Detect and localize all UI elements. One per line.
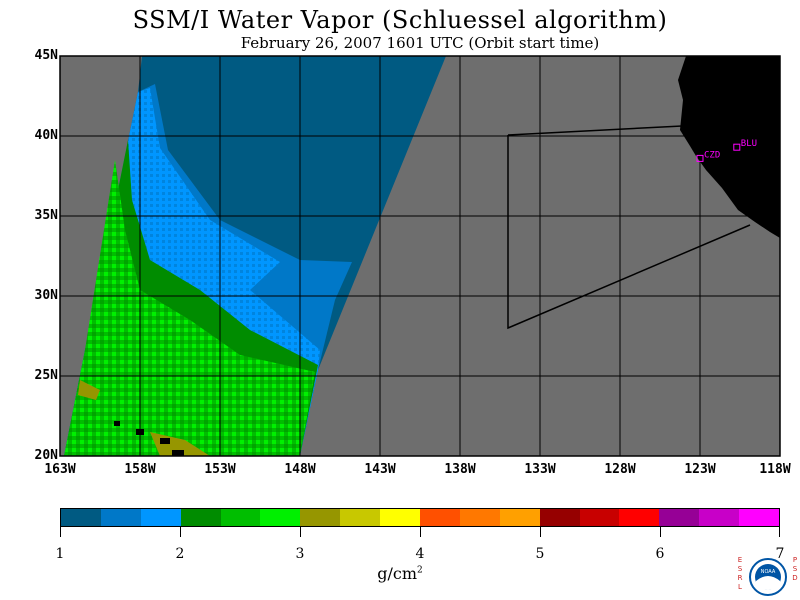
lon-label: 158W xyxy=(124,462,156,477)
island-maui xyxy=(160,438,170,444)
colorbar-tick-label: 1 xyxy=(55,546,65,562)
colorbar-tick-label: 3 xyxy=(295,546,305,562)
colorbar-unit: g/cm2 xyxy=(0,564,800,583)
lon-label: 163W xyxy=(44,462,76,477)
logo-center-text: NOAA xyxy=(761,569,776,575)
land-north-america xyxy=(678,56,780,238)
unit-text: g/cm xyxy=(377,564,418,583)
track-line xyxy=(507,135,751,330)
lat-label: 30N xyxy=(34,288,58,303)
island-hawaii xyxy=(172,450,184,456)
lat-label: 20N xyxy=(34,448,58,463)
colorbar-swatch xyxy=(539,509,580,526)
colorbar-tick xyxy=(420,527,421,537)
station-marker-czd xyxy=(696,154,704,162)
colorbar-tick xyxy=(660,527,661,537)
logo-letter: P xyxy=(793,556,797,564)
logo-psd-text: PSD xyxy=(792,556,797,582)
track-line-north xyxy=(507,125,683,136)
logo-letter: S xyxy=(793,565,798,573)
logo-letter: R xyxy=(738,574,743,582)
colorbar-swatch xyxy=(260,509,301,526)
colorbar-swatch xyxy=(420,509,460,526)
station-label-czd: CZD xyxy=(704,150,720,160)
logo-letter: L xyxy=(738,583,742,591)
colorbar-tick-label: 7 xyxy=(775,546,785,562)
colorbar-swatch xyxy=(579,509,620,526)
colorbar xyxy=(60,508,780,527)
map-frame xyxy=(59,55,781,457)
colorbar-swatch xyxy=(659,509,700,526)
lat-label: 40N xyxy=(34,128,58,143)
lon-label: 143W xyxy=(364,462,396,477)
colorbar-tick-label: 4 xyxy=(415,546,425,562)
colorbar-swatch xyxy=(739,509,780,526)
colorbar-swatch xyxy=(499,509,540,526)
island-kauai xyxy=(114,421,120,426)
colorbar-swatch xyxy=(61,509,101,526)
station-marker-blu xyxy=(733,143,741,151)
colorbar-tick-label: 2 xyxy=(175,546,185,562)
unit-superscript: 2 xyxy=(417,565,423,576)
lon-label: 153W xyxy=(204,462,236,477)
lon-label: 148W xyxy=(284,462,316,477)
logo-letter: D xyxy=(792,574,797,582)
colorbar-ticks xyxy=(60,527,780,541)
logo-letter: S xyxy=(738,565,743,573)
colorbar-swatch xyxy=(100,509,141,526)
station-markers: CZD BLU xyxy=(696,139,757,162)
colorbar-tick xyxy=(180,527,181,537)
lat-label: 45N xyxy=(34,48,58,63)
lon-label: 138W xyxy=(444,462,476,477)
colorbar-swatch xyxy=(300,509,341,526)
colorbar-swatch xyxy=(619,509,660,526)
colorbar-swatch xyxy=(699,509,740,526)
colorbar-tick xyxy=(779,527,780,537)
colorbar-tick xyxy=(60,527,61,537)
lat-label: 35N xyxy=(34,208,58,223)
colorbar-swatch xyxy=(340,509,381,526)
lat-lon-grid xyxy=(60,56,780,456)
colorbar-swatch xyxy=(140,509,181,526)
colorbar-tick xyxy=(540,527,541,537)
colorbar-swatch xyxy=(220,509,261,526)
colorbar-tick-label: 5 xyxy=(535,546,545,562)
colorbar-tick-label: 6 xyxy=(655,546,665,562)
map-subtitle: February 26, 2007 1601 UTC (Orbit start … xyxy=(240,34,600,52)
colorbar-swatch xyxy=(180,509,221,526)
lat-label: 25N xyxy=(34,368,58,383)
lon-label: 133W xyxy=(524,462,556,477)
logo-letter: E xyxy=(738,556,742,564)
station-label-blu: BLU xyxy=(741,139,757,149)
colorbar-swatch xyxy=(380,509,421,526)
lon-label: 118W xyxy=(759,462,791,477)
colorbar-swatch xyxy=(459,509,500,526)
lon-label: 128W xyxy=(604,462,636,477)
map-title: SSM/I Water Vapor (Schluessel algorithm) xyxy=(132,6,668,34)
swath-vapor-2.3-3.0 xyxy=(64,160,315,456)
swath-vapor-3.0-3.3 xyxy=(78,380,100,400)
lon-label: 123W xyxy=(684,462,716,477)
colorbar-tick xyxy=(300,527,301,537)
